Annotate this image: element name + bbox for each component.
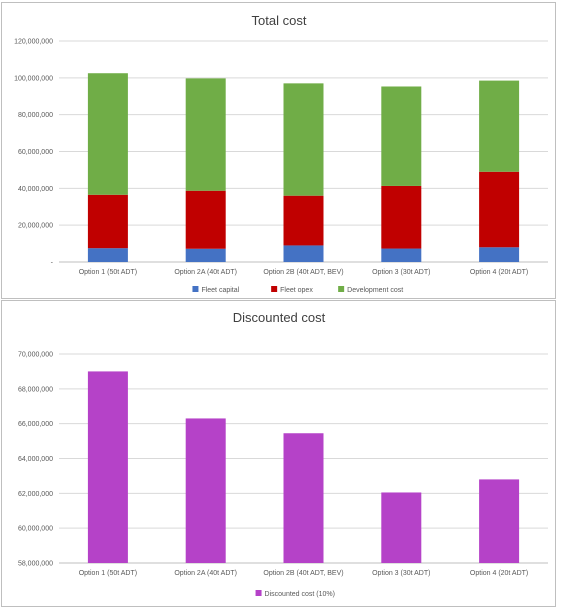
bar-fleet-opex-1 — [87, 194, 128, 249]
bar-discounted-cost-10-4 — [381, 492, 422, 563]
bar-fleet-capital-4 — [381, 248, 422, 262]
x-tick-label: Option 4 (20t ADT) — [470, 570, 528, 577]
y-tick-label: 40,000,000 — [18, 186, 53, 193]
x-tick-label: Option 1 (50t ADT) — [79, 570, 137, 577]
y-tick-label: 70,000,000 — [18, 352, 53, 359]
x-tick-label: Option 1 (50t ADT) — [79, 269, 137, 276]
legend-swatch — [192, 286, 199, 292]
bar-development-cost-3 — [283, 83, 324, 196]
y-tick-label: 58,000,000 — [18, 561, 53, 568]
bar-development-cost-4 — [381, 86, 422, 186]
discounted-cost-chart-panel: Discounted cost 58,000,000 60,000,000 62,0… — [1, 300, 556, 607]
y-tick-label: 60,000,000 — [18, 149, 53, 156]
x-tick-label: Option 2A (40t ADT) — [174, 570, 237, 577]
legend-entry: Discounted cost (10%) — [265, 591, 335, 598]
total-cost-chart: Total cost - 20,000,000 40,000,000 60,000,0… — [14, 13, 548, 294]
x-tick-label: Option 4 (20t ADT) — [470, 269, 528, 276]
bar-fleet-capital-3 — [283, 245, 324, 262]
y-tick-label: 100,000,000 — [14, 75, 53, 82]
x-tick-label: Option 3 (30t ADT) — [372, 269, 430, 276]
x-tick-label: Option 3 (30t ADT) — [372, 570, 430, 577]
bar-discounted-cost-10-3 — [283, 433, 324, 563]
y-tick-label: 120,000,000 — [14, 39, 53, 46]
y-tick-label: - — [51, 260, 54, 267]
x-tick-label: Option 2B (40t ADT, BEV) — [263, 269, 343, 276]
legend-entry: Development cost — [347, 287, 403, 294]
x-tick-label: Option 2A (40t ADT) — [174, 269, 237, 276]
bar-discounted-cost-10-5 — [479, 479, 520, 563]
y-tick-label: 66,000,000 — [18, 421, 53, 428]
y-tick-label: 68,000,000 — [18, 386, 53, 393]
y-tick-label: 62,000,000 — [18, 491, 53, 498]
legend-entry: Fleet capital — [201, 287, 239, 294]
chart-title: Discounted cost — [233, 310, 326, 325]
bar-fleet-capital-5 — [479, 247, 520, 262]
legend-entry: Fleet opex — [280, 287, 313, 294]
bar-development-cost-5 — [479, 80, 520, 172]
bar-discounted-cost-10-1 — [87, 371, 128, 563]
y-tick-label: 80,000,000 — [18, 112, 53, 119]
bar-fleet-opex-2 — [185, 190, 226, 249]
bar-fleet-opex-5 — [479, 171, 520, 248]
discounted-cost-chart: Discounted cost 58,000,000 60,000,000 62,0… — [18, 310, 548, 598]
bar-development-cost-1 — [87, 73, 128, 195]
legend-swatch — [255, 590, 262, 596]
bar-development-cost-2 — [185, 78, 226, 191]
bar-discounted-cost-10-2 — [185, 418, 226, 563]
chart-title: Total cost — [252, 13, 307, 28]
bar-fleet-opex-3 — [283, 195, 324, 246]
y-tick-label: 64,000,000 — [18, 456, 53, 463]
bar-fleet-capital-1 — [87, 248, 128, 262]
legend-swatch — [271, 286, 278, 292]
y-tick-label: 60,000,000 — [18, 526, 53, 533]
bar-fleet-opex-4 — [381, 185, 422, 249]
x-tick-label: Option 2B (40t ADT, BEV) — [263, 570, 343, 577]
bar-fleet-capital-2 — [185, 248, 226, 262]
total-cost-chart-panel: Total cost - 20,000,000 40,000,000 60,000,0… — [1, 2, 556, 299]
legend-swatch — [338, 286, 345, 292]
y-tick-label: 20,000,000 — [18, 223, 53, 230]
